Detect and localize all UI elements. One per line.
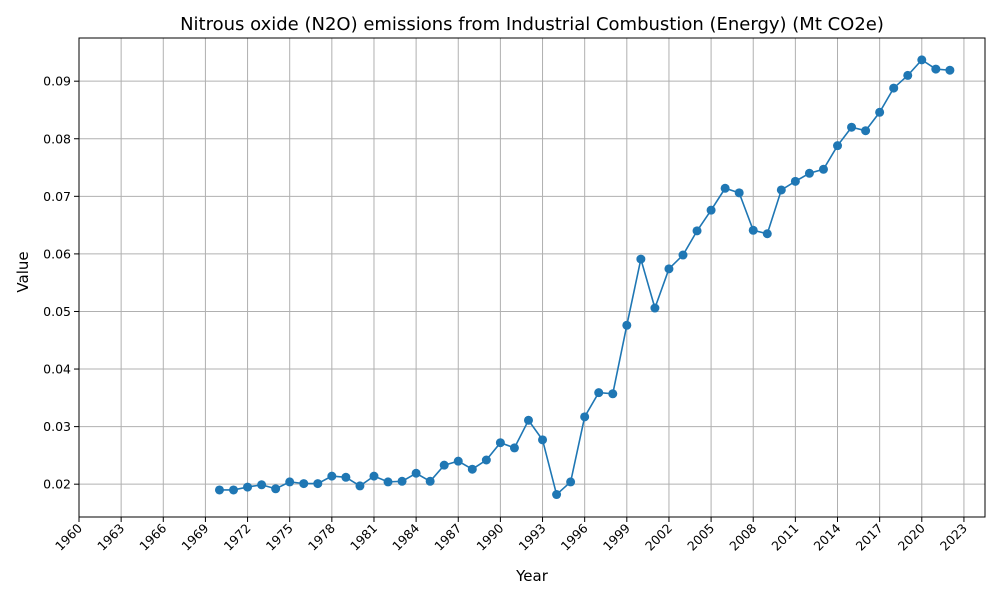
data-point bbox=[594, 388, 603, 397]
data-point bbox=[889, 84, 898, 93]
data-point bbox=[833, 141, 842, 150]
data-point bbox=[257, 480, 266, 489]
data-point bbox=[229, 485, 238, 494]
y-tick-label: 0.05 bbox=[43, 304, 71, 319]
data-point bbox=[496, 438, 505, 447]
data-point bbox=[664, 264, 673, 273]
data-point bbox=[482, 456, 491, 465]
data-point bbox=[299, 479, 308, 488]
x-tick-label: 1972 bbox=[221, 521, 254, 554]
data-point bbox=[454, 457, 463, 466]
data-point bbox=[341, 473, 350, 482]
data-point bbox=[426, 477, 435, 486]
x-tick-label: 1984 bbox=[389, 520, 422, 553]
x-tick-label: 1978 bbox=[305, 520, 338, 553]
data-point bbox=[355, 481, 364, 490]
data-point bbox=[791, 177, 800, 186]
data-point bbox=[271, 484, 280, 493]
data-point bbox=[524, 416, 533, 425]
data-point bbox=[327, 472, 336, 481]
data-point bbox=[847, 123, 856, 132]
data-point bbox=[552, 490, 561, 499]
x-tick-label: 2017 bbox=[853, 521, 886, 554]
data-point bbox=[566, 477, 575, 486]
y-tick-label: 0.06 bbox=[43, 246, 71, 261]
x-tick-label: 1975 bbox=[263, 521, 296, 554]
data-point bbox=[735, 188, 744, 197]
data-point bbox=[875, 108, 884, 117]
data-point bbox=[707, 206, 716, 215]
data-point bbox=[917, 55, 926, 64]
x-tick-label: 2011 bbox=[768, 521, 801, 554]
data-point bbox=[861, 126, 870, 135]
data-point bbox=[636, 255, 645, 264]
data-point bbox=[622, 321, 631, 330]
x-tick-label: 2005 bbox=[684, 521, 717, 554]
data-point bbox=[384, 477, 393, 486]
y-tick-label: 0.09 bbox=[43, 74, 71, 89]
data-point bbox=[510, 443, 519, 452]
data-point bbox=[468, 465, 477, 474]
data-point bbox=[398, 477, 407, 486]
x-tick-label: 1960 bbox=[52, 520, 85, 553]
data-point bbox=[412, 469, 421, 478]
data-point bbox=[608, 389, 617, 398]
x-tick-label: 1981 bbox=[347, 521, 380, 554]
data-point bbox=[763, 229, 772, 238]
x-tick-label: 2002 bbox=[642, 521, 675, 554]
x-tick-label: 2020 bbox=[895, 520, 928, 553]
chart-title: Nitrous oxide (N2O) emissions from Indus… bbox=[180, 14, 884, 35]
y-tick-label: 0.03 bbox=[43, 419, 71, 434]
data-point bbox=[243, 483, 252, 492]
data-point bbox=[777, 185, 786, 194]
data-point bbox=[650, 304, 659, 313]
x-tick-label: 1996 bbox=[558, 520, 591, 553]
data-point bbox=[313, 479, 322, 488]
axis-ticks: 1960 1963 1966 1969 1972 1975 1978 1981 1984 1987… bbox=[43, 74, 970, 554]
grid-lines bbox=[79, 38, 985, 517]
data-point bbox=[805, 169, 814, 178]
x-tick-label: 1987 bbox=[431, 521, 464, 554]
x-tick-label: 1999 bbox=[600, 520, 633, 553]
y-tick-label: 0.08 bbox=[43, 131, 71, 146]
x-tick-label: 1966 bbox=[136, 520, 169, 553]
x-tick-label: 2023 bbox=[937, 521, 970, 554]
data-point bbox=[931, 65, 940, 74]
x-tick-label: 1969 bbox=[178, 520, 211, 553]
data-point bbox=[819, 165, 828, 174]
data-point bbox=[945, 66, 954, 75]
y-tick-label: 0.07 bbox=[43, 189, 71, 204]
data-point bbox=[679, 251, 688, 260]
data-point bbox=[903, 71, 912, 80]
data-point bbox=[749, 226, 758, 235]
y-tick-label: 0.02 bbox=[43, 477, 71, 492]
data-point bbox=[580, 412, 589, 421]
x-tick-label: 1993 bbox=[516, 521, 549, 554]
plot-frame bbox=[79, 38, 985, 517]
y-tick-label: 0.04 bbox=[43, 362, 71, 377]
x-tick-label: 2014 bbox=[811, 520, 844, 553]
data-point bbox=[369, 472, 378, 481]
x-axis-label: Year bbox=[515, 567, 549, 585]
data-point bbox=[440, 461, 449, 470]
y-axis-label: Value bbox=[14, 251, 32, 292]
data-point bbox=[285, 477, 294, 486]
x-tick-label: 1990 bbox=[473, 520, 506, 553]
x-tick-label: 1963 bbox=[94, 521, 127, 554]
data-point bbox=[693, 226, 702, 235]
x-tick-label: 2008 bbox=[726, 520, 759, 553]
data-point bbox=[538, 435, 547, 444]
data-point bbox=[721, 184, 730, 193]
data-point bbox=[215, 485, 224, 494]
